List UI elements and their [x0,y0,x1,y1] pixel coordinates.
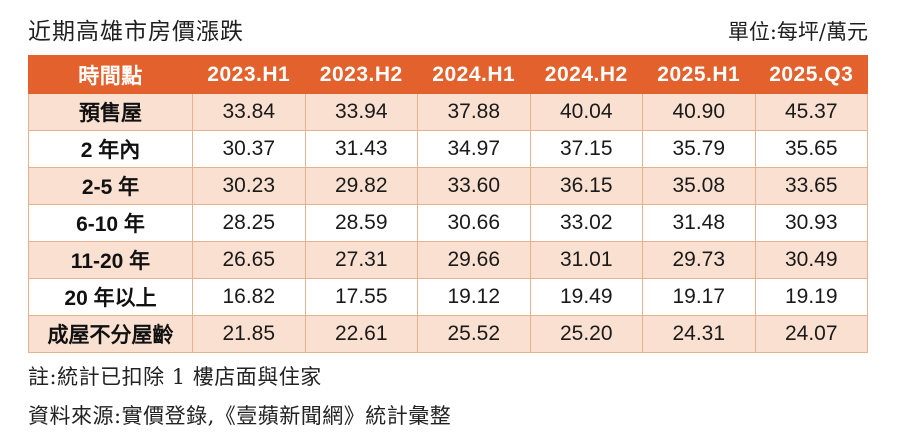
price-cell: 35.08 [642,167,756,205]
price-cell: 37.15 [529,130,643,168]
price-cell: 35.79 [642,130,756,168]
price-table-body: 預售屋 33.84 33.94 37.88 40.04 40.90 45.37 2 年內 30.… [28,93,868,353]
price-cell: 29.73 [642,241,756,279]
price-cell: 25.20 [529,315,643,353]
price-cell: 30.23 [192,167,306,205]
price-cell: 33.94 [304,93,418,131]
price-cell: 31.01 [529,241,643,279]
table-row: 成屋不分屋齡 21.85 22.61 25.52 25.20 24.31 24.07 [28,315,868,353]
price-cell: 33.02 [529,204,643,242]
price-cell: 19.12 [417,278,531,316]
table-row: 預售屋 33.84 33.94 37.88 40.04 40.90 45.37 [28,93,868,131]
header-row: 時間點 2023.H1 2023.H2 2024.H1 2024.H2 2025.H1 20… [28,55,868,94]
price-cell: 17.55 [304,278,418,316]
table-row: 2-5 年 30.23 29.82 33.60 36.15 35.08 33.65 [28,167,868,205]
row-label: 20 年以上 [28,278,193,316]
column-header-0: 時間點 [28,55,193,94]
price-cell: 25.52 [417,315,531,353]
price-cell: 36.15 [529,167,643,205]
price-cell: 28.25 [192,204,306,242]
price-cell: 22.61 [304,315,418,353]
row-label: 預售屋 [28,93,193,131]
note-text: 註:統計已扣除 1 樓店面與住家 [28,365,322,389]
column-header-6: 2025.Q3 [754,55,868,94]
price-cell: 19.19 [754,278,868,316]
price-cell: 30.49 [754,241,868,279]
price-cell: 31.43 [304,130,418,168]
column-header-1: 2023.H1 [192,55,306,94]
price-cell: 21.85 [192,315,306,353]
price-cell: 40.04 [529,93,643,131]
price-cell: 30.37 [192,130,306,168]
column-header-4: 2024.H2 [529,55,643,94]
price-cell: 28.59 [304,204,418,242]
price-cell: 33.60 [417,167,531,205]
price-cell: 31.48 [642,204,756,242]
price-cell: 35.65 [754,130,868,168]
row-label: 成屋不分屋齡 [28,315,193,353]
price-cell: 37.88 [417,93,531,131]
row-label: 2-5 年 [28,167,193,205]
footnotes: 註:統計已扣除 1 樓店面與住家 資料來源:實價登錄,《壹蘋新聞網》統計彙整 [28,361,868,430]
column-header-3: 2024.H1 [417,55,531,94]
price-table-header: 時間點 2023.H1 2023.H2 2024.H1 2024.H2 2025.H1 20… [28,55,868,94]
price-cell: 19.49 [529,278,643,316]
price-table: 時間點 2023.H1 2023.H2 2024.H1 2024.H2 2025.H1 20… [28,55,868,353]
page-title: 近期高雄市房價漲跌 [28,19,244,45]
price-cell: 30.66 [417,204,531,242]
row-label: 2 年內 [28,130,193,168]
column-header-2: 2023.H2 [304,55,418,94]
source-text: 資料來源:實價登錄,《壹蘋新聞網》統計彙整 [28,404,452,428]
column-header-5: 2025.H1 [642,55,756,94]
price-cell: 24.07 [754,315,868,353]
row-label: 6-10 年 [28,204,193,242]
unit-label: 單位:每坪/萬元 [727,20,868,44]
price-cell: 16.82 [192,278,306,316]
price-cell: 29.82 [304,167,418,205]
price-cell: 45.37 [754,93,868,131]
table-row: 20 年以上 16.82 17.55 19.12 19.49 19.17 19.19 [28,278,868,316]
table-row: 11-20 年 26.65 27.31 29.66 31.01 29.73 30.49 [28,241,868,279]
price-cell: 30.93 [754,204,868,242]
price-cell: 33.65 [754,167,868,205]
price-cell: 40.90 [642,93,756,131]
row-label: 11-20 年 [28,241,193,279]
table-row: 6-10 年 28.25 28.59 30.66 33.02 31.48 30.93 [28,204,868,242]
price-cell: 19.17 [642,278,756,316]
price-cell: 33.84 [192,93,306,131]
price-cell: 27.31 [304,241,418,279]
price-cell: 29.66 [417,241,531,279]
price-cell: 26.65 [192,241,306,279]
table-row: 2 年內 30.37 31.43 34.97 37.15 35.79 35.65 [28,130,868,168]
title-bar: 近期高雄市房價漲跌 單位:每坪/萬元 [28,12,868,46]
price-cell: 24.31 [642,315,756,353]
price-cell: 34.97 [417,130,531,168]
